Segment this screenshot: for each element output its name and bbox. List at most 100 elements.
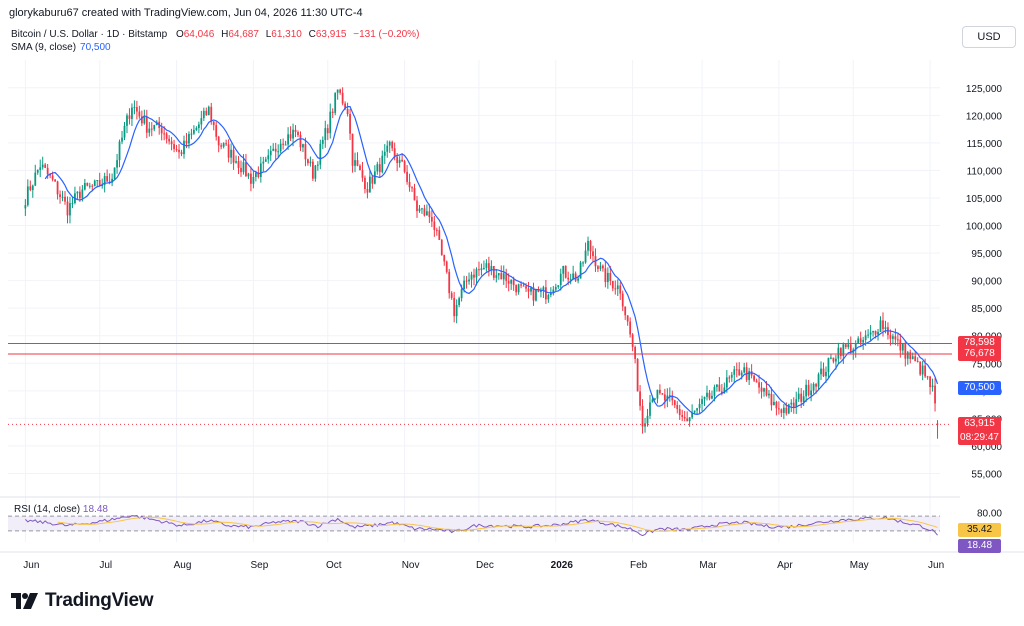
candle-body [344,103,346,109]
candle-body [535,289,537,301]
candle-body [849,344,852,353]
price-axis-label: 115,000 [967,139,1003,150]
candle-body [178,149,180,153]
candle-body [393,148,396,157]
low-value: 61,310 [271,29,302,40]
candle-body [396,156,399,164]
candle-body [626,315,629,322]
candle-body [634,347,637,359]
candle-body [421,208,423,210]
tradingview-logo-icon [11,593,38,609]
time-axis-label: Oct [326,560,342,571]
price-axis-label: 60,000 [971,442,1002,453]
currency-button[interactable]: USD [962,26,1016,48]
candle-body [785,407,788,414]
candle-body [842,344,845,357]
candle-body [126,115,128,126]
candle-body [906,352,909,359]
candle-body [671,395,674,401]
candle-body [537,289,540,292]
candle-body [326,128,329,134]
candle-body [86,183,89,186]
candle-body [837,347,840,359]
candle-body [430,216,433,222]
candle-body [423,208,426,216]
candle-body [872,330,874,333]
candle-body [93,180,96,187]
candle-body [136,107,138,112]
candle-body [517,284,520,293]
candle-body [487,263,490,271]
candle-body [609,272,612,281]
candle-body [659,389,661,394]
candle-body [686,418,689,422]
candle-body [403,161,406,172]
candle-body [584,250,587,263]
candle-body [138,111,141,117]
candle-body [416,200,418,212]
candle-body [780,409,783,413]
candle-body [207,106,210,115]
candle-body [656,389,659,399]
candle-body [202,110,205,119]
candle-body [274,148,277,152]
candle-body [743,367,746,373]
candle-body [34,172,37,186]
candle-body [411,187,413,189]
candle-body [557,285,560,288]
time-axis-label: Aug [174,560,192,571]
candle-body [869,332,872,335]
candle-body [284,144,287,146]
low-label: L [265,29,272,40]
candle-body [91,185,94,187]
candle-body [59,194,61,198]
candle-body [812,384,815,391]
candle-body [864,335,867,340]
candle-body [713,387,716,396]
sma-price-tag: 70,500 [958,381,1001,396]
candle-body [212,121,215,126]
candle-body [103,176,106,185]
candle-body [131,107,133,119]
candle-body [857,338,860,344]
candle-body [66,201,69,216]
candle-body [760,387,763,392]
candle-body [26,186,29,206]
candle-body [768,393,770,396]
close-label: C [308,29,316,40]
sma-line [44,105,939,415]
candle-body [827,357,830,372]
candle-body [569,279,572,281]
candle-body [304,144,307,160]
candle-body [512,279,515,286]
candle-body [830,357,832,359]
price-axis-label: 100,000 [966,222,1003,233]
candle-body [406,171,408,182]
candle-body [339,89,342,93]
candle-body [765,388,768,396]
bar-countdown: 08:29:47 [960,432,999,444]
candle-body [450,293,453,298]
candle-body [440,239,443,256]
time-axis-label: Jun [928,560,944,571]
time-axis-label: Feb [630,560,648,571]
tradingview-logo[interactable]: TradingView [11,590,154,612]
candle-body [364,177,366,190]
candle-body [867,334,870,336]
candle-body [242,162,245,173]
candle-body [356,160,359,166]
candle-body [564,265,567,278]
candle-body [354,160,356,166]
candle-body [500,273,503,280]
candle-body [572,273,575,280]
candle-body [376,164,379,172]
candle-body [904,343,907,359]
candle-body [792,402,795,407]
candle-body [257,172,260,177]
symbol-legend: Bitcoin / U.S. Dollar · 1D · Bitstamp O6… [11,29,419,40]
price-chart[interactable]: 55,00060,00065,00070,00075,00080,00085,0… [0,60,1024,582]
candle-body [259,163,262,177]
candle-body [64,196,66,202]
time-axis-label: Apr [777,560,793,571]
candle-body [815,384,817,387]
